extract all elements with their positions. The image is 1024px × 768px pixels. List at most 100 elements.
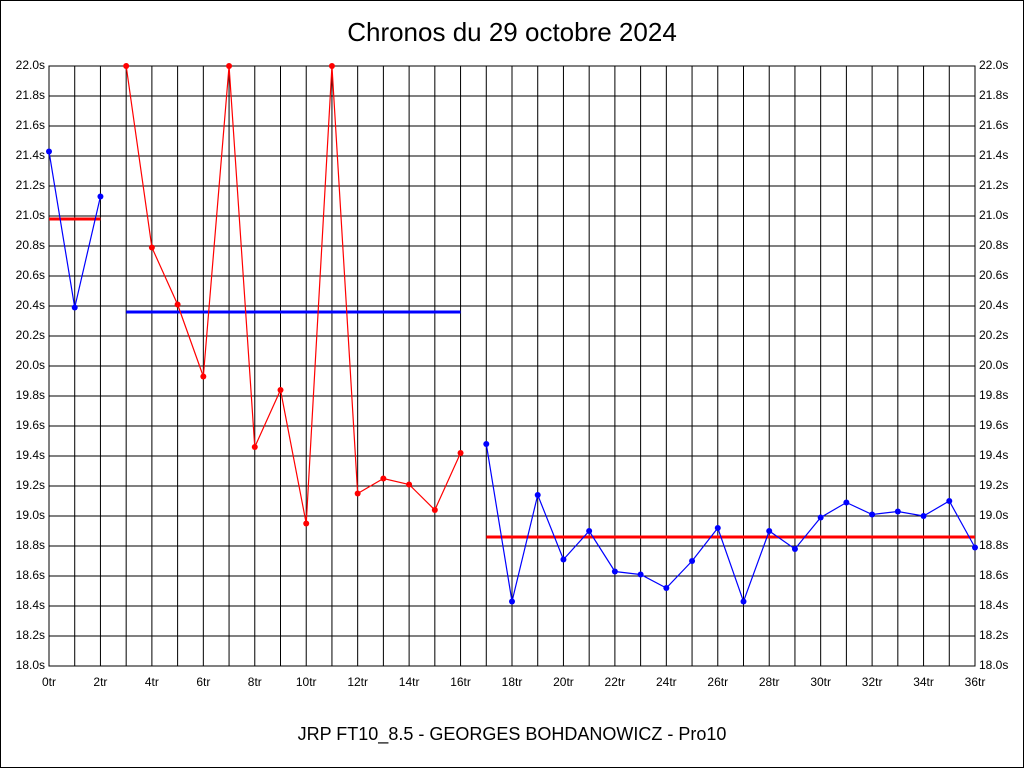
point [637, 571, 644, 578]
point [226, 63, 233, 69]
x-tick-label: 8tr [248, 675, 262, 689]
x-tick-label: 12tr [347, 675, 368, 689]
point [354, 490, 361, 497]
y-tick-label: 18.2s [16, 628, 45, 642]
point [123, 63, 130, 69]
x-tick-label: 36tr [965, 675, 986, 689]
x-tick-label: 22tr [605, 675, 626, 689]
y-tick-label: 19.0s [16, 508, 45, 522]
point [457, 450, 464, 456]
x-tick-label: 18tr [502, 675, 523, 689]
point [972, 544, 978, 551]
y2-tick-label: 18.6s [979, 568, 1008, 582]
point [791, 546, 798, 552]
point [894, 508, 901, 515]
y-tick-label: 18.0s [16, 658, 45, 672]
point [817, 514, 824, 521]
y2-tick-label: 18.0s [979, 658, 1008, 672]
x-tick-label: 6tr [196, 675, 210, 689]
y2-tick-label: 22.0s [979, 58, 1008, 72]
point [200, 373, 207, 380]
x-tick-label: 30tr [810, 675, 831, 689]
x-tick-label: 32tr [862, 675, 883, 689]
y-tick-label: 20.4s [16, 298, 45, 312]
point [689, 558, 696, 564]
y2-tick-label: 18.4s [979, 598, 1008, 612]
point [380, 475, 387, 482]
series-line [125, 65, 462, 524]
x-tick-label: 0tr [42, 675, 56, 689]
y2-tick-label: 20.2s [979, 328, 1008, 342]
point [483, 441, 490, 447]
y2-tick-label: 19.0s [979, 508, 1008, 522]
x-axis-label: JRP FT10_8.5 - GEORGES BOHDANOWICZ - Pro… [298, 724, 727, 745]
point [946, 498, 953, 504]
x-tick-label: 28tr [759, 675, 780, 689]
y2-tick-label: 19.2s [979, 478, 1008, 492]
y-tick-label: 18.8s [16, 538, 45, 552]
y-tick-label: 21.0s [16, 208, 45, 222]
point [560, 556, 567, 563]
x-tick-label: 16tr [450, 675, 471, 689]
point [611, 568, 618, 575]
point [509, 598, 515, 605]
point [174, 301, 181, 308]
y-tick-label: 21.6s [16, 118, 45, 132]
point [277, 387, 284, 393]
y-tick-label: 20.0s [16, 358, 45, 372]
point [303, 520, 310, 527]
point [586, 528, 593, 534]
point [431, 507, 438, 513]
point [663, 585, 670, 591]
point [148, 244, 155, 251]
y2-tick-label: 20.8s [979, 238, 1008, 252]
y2-tick-label: 20.6s [979, 268, 1008, 282]
point [328, 63, 335, 69]
x-tick-label: 2tr [93, 675, 107, 689]
x-tick-label: 20tr [553, 675, 574, 689]
series-line [485, 443, 976, 604]
point [534, 492, 541, 498]
y-tick-label: 21.2s [16, 178, 45, 192]
y-tick-label: 21.8s [16, 88, 45, 102]
point [869, 511, 876, 518]
x-tick-label: 14tr [399, 675, 420, 689]
chart-title: Chronos du 29 octobre 2024 [347, 17, 677, 47]
y-tick-label: 20.2s [16, 328, 45, 342]
y2-tick-label: 18.2s [979, 628, 1008, 642]
point [251, 444, 258, 450]
x-tick-label: 24tr [656, 675, 677, 689]
y-tick-label: 18.4s [16, 598, 45, 612]
point [920, 513, 927, 519]
x-tick-label: 4tr [145, 675, 159, 689]
y-tick-label: 22.0s [16, 58, 45, 72]
y-tick-label: 19.2s [16, 478, 45, 492]
y2-tick-label: 20.0s [979, 358, 1008, 372]
x-tick-label: 26tr [707, 675, 728, 689]
y-tick-label: 19.6s [16, 418, 45, 432]
point [714, 525, 721, 531]
x-tick-label: 10tr [296, 675, 317, 689]
y-tick-label: 20.6s [16, 268, 45, 282]
y2-tick-label: 19.4s [979, 448, 1008, 462]
y2-tick-label: 19.6s [979, 418, 1008, 432]
y2-tick-label: 21.0s [979, 208, 1008, 222]
y-tick-label: 20.8s [16, 238, 45, 252]
point [46, 148, 52, 155]
point [97, 193, 104, 200]
y2-tick-label: 19.8s [979, 388, 1008, 402]
point [843, 499, 850, 506]
y2-tick-label: 21.2s [979, 178, 1008, 192]
point [766, 528, 773, 534]
y2-tick-label: 18.8s [979, 538, 1008, 552]
y2-tick-label: 21.6s [979, 118, 1008, 132]
y2-tick-label: 20.4s [979, 298, 1008, 312]
y2-tick-label: 21.8s [979, 88, 1008, 102]
y-tick-label: 19.8s [16, 388, 45, 402]
y-tick-label: 19.4s [16, 448, 45, 462]
y-tick-label: 18.6s [16, 568, 45, 582]
x-tick-label: 34tr [913, 675, 934, 689]
point [406, 481, 413, 488]
y2-tick-label: 21.4s [979, 148, 1008, 162]
